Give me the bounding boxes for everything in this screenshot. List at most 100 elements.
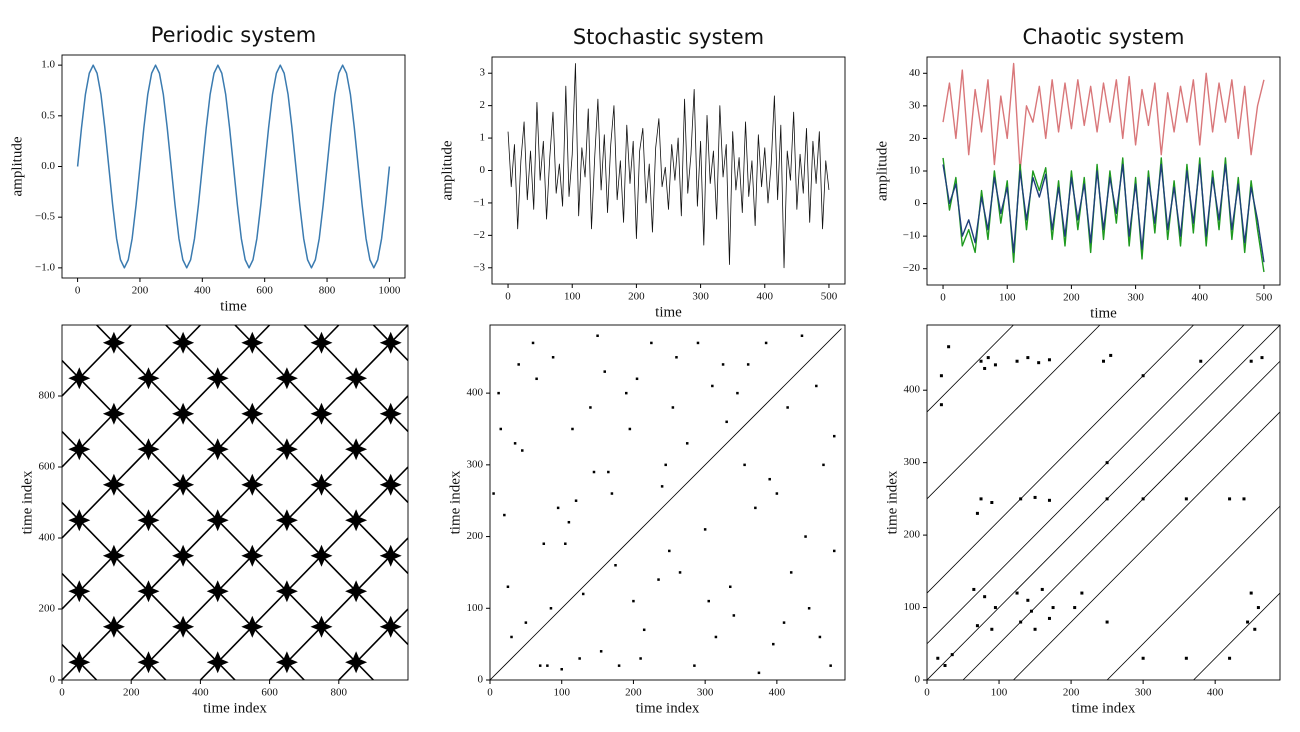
recurrence-point [560,667,563,671]
x-tick-label: 100 [999,292,1016,304]
x-tick-label: 300 [1127,292,1144,304]
recurrence-point [102,544,125,567]
y-tick-label: 300 [467,458,484,470]
recurrence-point [503,513,506,517]
recurrence-point [675,356,678,359]
recurrence-line [338,608,408,680]
x-tick-label: 400 [194,285,211,297]
recurrence-point [990,627,994,631]
recurrence-point [137,580,160,603]
recurrence-point [1242,497,1246,501]
recurrence-point [829,664,832,667]
y-tick-label: 0.5 [41,109,55,121]
series-line [507,63,830,269]
recurrence-point [241,473,264,496]
recurrence-point [241,331,264,354]
y-tick-label: 0 [478,674,484,686]
recurrence-point [764,341,768,345]
y-axis-label: time index [447,470,463,534]
recurrence-point [1141,374,1145,378]
recurrence-point [137,438,160,461]
recurrence-point [68,509,91,532]
y-tick-label: 1.0 [41,59,55,71]
recurrence-point [310,331,333,354]
recurrence-point [1037,361,1041,365]
y-tick-label: 2 [480,99,486,111]
series-line [942,62,1265,172]
x-tick-label: 300 [1135,687,1152,699]
x-tick-label: 200 [628,291,645,303]
x-tick-label: 200 [625,687,642,699]
recurrence-point [1047,498,1051,502]
axes-frame [61,54,406,279]
recurrence-point [1105,620,1109,624]
recurrence-line [1106,505,1280,680]
recurrence-line [1013,411,1280,680]
recurrence-point [993,606,997,610]
recurrence-point [614,564,617,567]
y-tick-label: 400 [904,384,921,396]
x-tick-label: 600 [261,687,278,699]
recurrence-point [379,615,402,638]
recurrence-point [1019,620,1023,624]
recurrence-point [102,473,125,496]
y-tick-label: 300 [904,456,921,468]
recurrence-point [310,615,333,638]
recurrence-point [986,356,990,360]
y-tick-label: 600 [39,461,56,473]
recurrence-point [754,506,757,510]
y-axis-label: amplitude [874,141,890,201]
recurrence-point [736,391,739,395]
y-tick-label: 0 [915,674,921,686]
y-tick-label: −10 [903,230,921,242]
recurrence-point [379,402,402,425]
y-tick-label: 0 [915,197,921,209]
recurrence-point [172,331,195,354]
recurrence-point [310,473,333,496]
x-tick-label: 400 [757,291,774,303]
recurrence-point [632,599,635,603]
recurrence-point [1047,616,1051,620]
recurrence-point [832,549,836,553]
y-tick-label: −2 [473,229,485,241]
recurrence-point [975,511,979,515]
recurrence-point [979,497,983,501]
axes-frame [61,324,409,681]
recurrence-point [571,427,574,431]
recurrence-point [1184,656,1188,660]
recurrence-point [1029,609,1033,613]
recurrence-point [1260,356,1264,360]
recurrence-point [703,528,707,531]
recurrence-point [642,628,646,632]
recurrence-point [513,442,517,445]
y-tick-label: 200 [39,603,56,615]
y-tick-label: 3 [480,67,486,79]
recurrence-line [490,328,842,680]
y-tick-label: 200 [467,530,484,542]
y-tick-label: 0.0 [41,160,55,172]
recurrence-point [345,651,368,674]
recurrence-point [711,384,714,388]
axes-frame [491,56,846,285]
recurrence-point [379,544,402,567]
recurrence-point [137,509,160,532]
recurrence-line [927,325,1245,645]
recurrence-point [696,341,700,345]
recurrence-point [574,499,578,502]
recurrence-point [310,402,333,425]
recurrence-point [172,615,195,638]
x-tick-label: 300 [697,687,714,699]
recurrence-line [62,325,340,610]
y-tick-label: −1 [473,196,485,208]
plot-area [490,328,842,680]
recurrence-point [815,384,818,388]
recurrence-point [685,442,689,445]
y-axis-label: time index [884,470,900,534]
x-tick-label: 600 [256,285,273,297]
recurrence-point [746,363,750,366]
recurrence-point [617,664,621,667]
y-tick-label: 100 [467,602,484,614]
recurrence-point [546,664,549,667]
recurrence-point [172,473,195,496]
recurrence-point [275,651,298,674]
